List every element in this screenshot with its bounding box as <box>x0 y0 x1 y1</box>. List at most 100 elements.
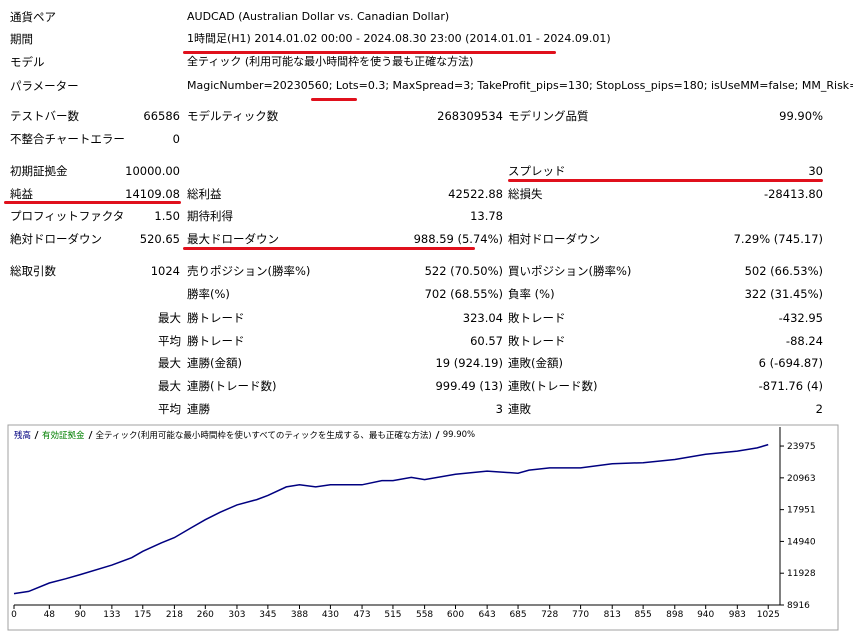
highlight-underline <box>508 179 823 182</box>
stat-value: 1024 <box>150 264 180 278</box>
y-tick-label: 11928 <box>787 569 816 579</box>
stat-label: 敗トレード <box>508 311 566 325</box>
highlight-underline <box>183 51 556 54</box>
x-tick-label: 770 <box>572 610 589 620</box>
stat-value: 13.78 <box>470 209 503 223</box>
stat-value: -88.24 <box>785 334 823 348</box>
x-tick-label: 303 <box>228 610 245 620</box>
chart-frame <box>7 424 839 631</box>
stat-value: 0 <box>172 132 180 146</box>
header-label: 期間 <box>10 32 33 46</box>
stat-label: 敗トレード <box>508 334 566 348</box>
stat-value: 1.50 <box>154 209 180 223</box>
stat-label: プロフィットファクタ <box>10 209 125 223</box>
x-tick-label: 430 <box>322 610 339 620</box>
stat-prefix: 平均 <box>158 334 181 348</box>
stat-label: 連勝(トレード数) <box>187 379 277 393</box>
y-tick-label: 20963 <box>787 474 816 484</box>
stat-value: 99.90% <box>779 109 823 123</box>
stat-value: 3 <box>495 402 503 416</box>
stat-value: 7.29% (745.17) <box>733 232 823 246</box>
stat-value: 2 <box>815 402 823 416</box>
stat-value: 66586 <box>143 109 180 123</box>
x-tick-label: 898 <box>666 610 683 620</box>
header-value: MagicNumber=20230560; Lots=0.3; MaxSprea… <box>187 79 853 92</box>
equity-line <box>13 443 769 595</box>
y-tick-label: 23975 <box>787 442 816 452</box>
x-tick-label: 218 <box>166 610 183 620</box>
x-tick-label: 940 <box>697 610 714 620</box>
stat-label: テストバー数 <box>10 109 79 123</box>
x-tick-label: 388 <box>291 610 308 620</box>
x-tick-label: 48 <box>44 610 56 620</box>
stat-prefix: 最大 <box>158 356 181 370</box>
stat-label: 連敗 <box>508 402 531 416</box>
x-tick-label: 983 <box>729 610 746 620</box>
stat-value: 6 (-694.87) <box>758 356 823 370</box>
x-tick-label: 1025 <box>757 610 780 620</box>
stat-label: スプレッド <box>508 164 566 178</box>
x-tick-label: 0 <box>11 610 17 620</box>
x-tick-label: 643 <box>479 610 496 620</box>
stat-label: モデルティック数 <box>187 109 279 123</box>
stat-label: 初期証拠金 <box>10 164 68 178</box>
chart-header: 残高 有効証拠金 全ティック(利用可能な最小時間枠を使いすべてのティックを生成する、… <box>14 429 475 441</box>
stat-label: 絶対ドローダウン <box>10 232 102 246</box>
stat-label: 連敗(トレード数) <box>508 379 598 393</box>
header-value: 1時間足(H1) 2014.01.02 00:00 - 2024.08.30 2… <box>187 32 611 45</box>
stat-value: 988.59 (5.74%) <box>413 232 503 246</box>
separator <box>435 430 440 440</box>
x-tick-label: 345 <box>259 610 276 620</box>
separator-line <box>34 430 39 440</box>
stat-value: 10000.00 <box>125 164 180 178</box>
stat-value: 999.49 (13) <box>435 379 503 393</box>
stat-value: 19 (924.19) <box>435 356 503 370</box>
stat-value: -28413.80 <box>763 187 823 201</box>
chart-model: 全ティック(利用可能な最小時間枠を使いすべてのティックを生成する、最も正確な方法… <box>95 431 432 441</box>
stat-label: 総利益 <box>187 187 222 201</box>
stat-value: 702 (68.55%) <box>424 287 503 301</box>
x-tick-label: 515 <box>384 610 401 620</box>
stat-value: 268309534 <box>437 109 503 123</box>
stat-label: 連勝 <box>187 402 210 416</box>
stat-label: 最大ドローダウン <box>187 232 279 246</box>
separator <box>34 430 39 440</box>
separator <box>88 430 92 440</box>
stat-value: -871.76 (4) <box>758 379 823 393</box>
legend-entry: 有効証拠金 <box>42 431 85 441</box>
stat-label: 期待利得 <box>187 209 233 223</box>
stat-label: 相対ドローダウン <box>508 232 600 246</box>
header-value: AUDCAD (Australian Dollar vs. Canadian D… <box>187 10 450 23</box>
stat-value: 323.04 <box>462 311 503 325</box>
stat-value: 322 (31.45%) <box>744 287 823 301</box>
x-tick-label: 813 <box>604 610 621 620</box>
y-tick-label: 17951 <box>787 506 816 516</box>
x-tick-label: 685 <box>509 610 526 620</box>
x-tick-label: 558 <box>416 610 433 620</box>
header-label: 通貨ペア <box>10 10 56 24</box>
stat-label: 勝率(%) <box>187 287 230 301</box>
x-tick-label: 473 <box>353 610 370 620</box>
stat-label: 不整合チャートエラー <box>10 132 125 146</box>
x-tick-label: 855 <box>635 610 652 620</box>
stat-value: 42522.88 <box>448 187 503 201</box>
y-tick-label: 8916 <box>787 601 810 611</box>
stat-value: 520.65 <box>139 232 180 246</box>
chart-quality: 99.90% <box>442 430 476 440</box>
y-tick-label: 14940 <box>787 537 816 547</box>
x-tick-label: 90 <box>74 610 86 620</box>
stat-prefix: 平均 <box>158 402 181 416</box>
highlight-underline <box>311 98 357 101</box>
stat-value: 14109.08 <box>125 187 180 201</box>
stat-prefix: 最大 <box>158 379 181 393</box>
stat-label: モデリング品質 <box>508 109 589 123</box>
stat-value: 60.57 <box>470 334 503 348</box>
stat-value: 30 <box>808 164 823 178</box>
x-tick-label: 600 <box>447 610 464 620</box>
header-value: 全ティック (利用可能な最小時間枠を使う最も正確な方法) <box>187 55 474 68</box>
highlight-underline <box>183 247 475 250</box>
stat-label: 売りポジション(勝率%) <box>187 264 311 278</box>
separator-line <box>435 430 440 440</box>
